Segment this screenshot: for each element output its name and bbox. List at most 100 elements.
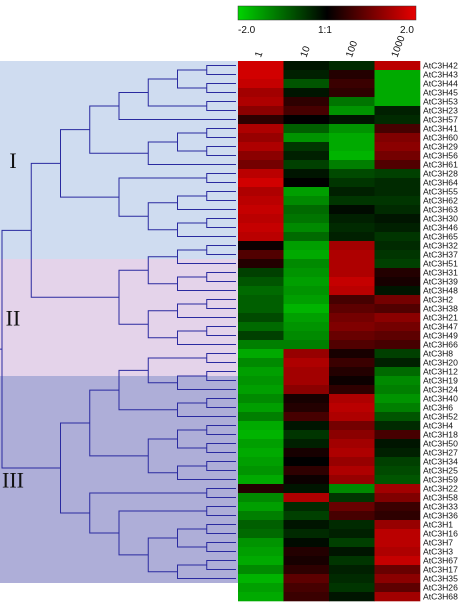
heatmap-cell <box>283 322 330 332</box>
heatmap-cell <box>374 133 421 143</box>
heatmap-cell <box>238 142 284 152</box>
group-label-1: I <box>9 148 16 173</box>
heatmap-cell <box>329 412 375 422</box>
gene-label: AtC3H18 <box>423 429 458 439</box>
heatmap-cell <box>238 448 284 458</box>
heatmap-cell <box>238 277 284 287</box>
heatmap-cell <box>238 466 284 476</box>
heatmap-cell <box>238 223 284 233</box>
heatmap-cell <box>283 277 330 287</box>
heatmap-cell <box>238 340 284 350</box>
heatmap-cell <box>374 367 421 377</box>
heatmap-cell <box>283 358 330 368</box>
heatmap-cell <box>329 124 375 134</box>
heatmap-cell <box>283 223 330 233</box>
heatmap-cell <box>374 349 421 359</box>
heatmap-cell <box>238 520 284 530</box>
heatmap-cell <box>283 331 330 341</box>
heatmap-cell <box>283 142 330 152</box>
heatmap-cell <box>283 169 330 179</box>
legend-mid-label: 1:1 <box>318 25 332 36</box>
heatmap-cell <box>374 565 421 575</box>
heatmap-cell <box>238 151 284 161</box>
heatmap-cell <box>329 475 375 485</box>
heatmap-cell <box>329 529 375 539</box>
heatmap-cell <box>283 115 330 125</box>
heatmap-cell <box>329 232 375 242</box>
gene-label: AtC3H37 <box>423 249 458 259</box>
heatmap-cell <box>238 232 284 242</box>
heatmap-cell <box>374 574 421 584</box>
gene-label: AtC3H34 <box>423 456 458 466</box>
heatmap-cell <box>329 448 375 458</box>
heatmap-cell <box>329 169 375 179</box>
heatmap-cell <box>329 97 375 107</box>
heatmap-cell <box>374 592 421 602</box>
heatmap-cell <box>374 295 421 305</box>
heatmap-cell <box>329 259 375 269</box>
heatmap-cell <box>238 385 284 395</box>
gene-label: AtC3H66 <box>423 339 458 349</box>
gene-label: AtC3H32 <box>423 240 458 250</box>
heatmap-cell <box>374 241 421 251</box>
heatmap-cell <box>329 142 375 152</box>
heatmap-cell <box>374 250 421 260</box>
heatmap-cell <box>374 547 421 557</box>
gene-label: AtC3H58 <box>423 492 458 502</box>
heatmap-cell <box>374 169 421 179</box>
gene-label: AtC3H28 <box>423 168 458 178</box>
heatmap-cell <box>283 592 330 602</box>
gene-label: AtC3H48 <box>423 285 458 295</box>
heatmap-cell <box>238 160 284 170</box>
heatmap-cell <box>329 403 375 413</box>
heatmap-cell <box>329 574 375 584</box>
heatmap-cell <box>374 358 421 368</box>
heatmap-cell <box>374 403 421 413</box>
heatmap-cell <box>238 133 284 143</box>
gene-label: AtC3H45 <box>423 87 458 97</box>
heatmap-cell <box>329 466 375 476</box>
heatmap-cell <box>374 277 421 287</box>
gene-label: AtC3H47 <box>423 321 458 331</box>
gene-labels: AtC3H42AtC3H43AtC3H44AtC3H45AtC3H53AtC3H… <box>423 60 458 601</box>
heatmap-cell <box>238 583 284 593</box>
gene-label: AtC3H12 <box>423 366 458 376</box>
heatmap-cell <box>374 484 421 494</box>
legend-max-label: 2.0 <box>400 25 414 36</box>
heatmap-cell <box>283 286 330 296</box>
gene-label: AtC3H26 <box>423 582 458 592</box>
color-legend: -2.0 1:1 2.0 <box>237 5 417 36</box>
heatmap-cell <box>374 556 421 566</box>
heatmap-cell <box>329 565 375 575</box>
gene-label: AtC3H4 <box>423 420 453 430</box>
heatmap-cell <box>283 439 330 449</box>
gene-label: AtC3H23 <box>423 105 458 115</box>
heatmap-cell <box>283 466 330 476</box>
heatmap-cell <box>238 511 284 521</box>
heatmap-cell <box>238 97 284 107</box>
heatmap-cell <box>238 556 284 566</box>
heatmap-cell <box>283 538 330 548</box>
heatmap-cell <box>238 124 284 134</box>
gene-label: AtC3H1 <box>423 519 453 529</box>
heatmap-cell <box>374 475 421 485</box>
heatmap-cell <box>283 295 330 305</box>
heatmap-cell <box>329 106 375 116</box>
heatmap-cell <box>374 430 421 440</box>
heatmap-cell <box>283 259 330 269</box>
gene-label: AtC3H2 <box>423 294 453 304</box>
heatmap-cell <box>283 304 330 314</box>
heatmap-cell <box>374 106 421 116</box>
heatmap-cell <box>374 70 421 80</box>
heatmap-cell <box>283 520 330 530</box>
heatmap-cell <box>374 304 421 314</box>
heatmap-cell <box>238 358 284 368</box>
heatmap-cell <box>238 493 284 503</box>
heatmap-cell <box>329 457 375 467</box>
group-label-3: III <box>2 468 24 493</box>
heatmap-cell <box>329 394 375 404</box>
heatmap-cell <box>374 151 421 161</box>
heatmap-cell <box>238 475 284 485</box>
gene-label: AtC3H7 <box>423 537 453 547</box>
gene-label: AtC3H33 <box>423 501 458 511</box>
